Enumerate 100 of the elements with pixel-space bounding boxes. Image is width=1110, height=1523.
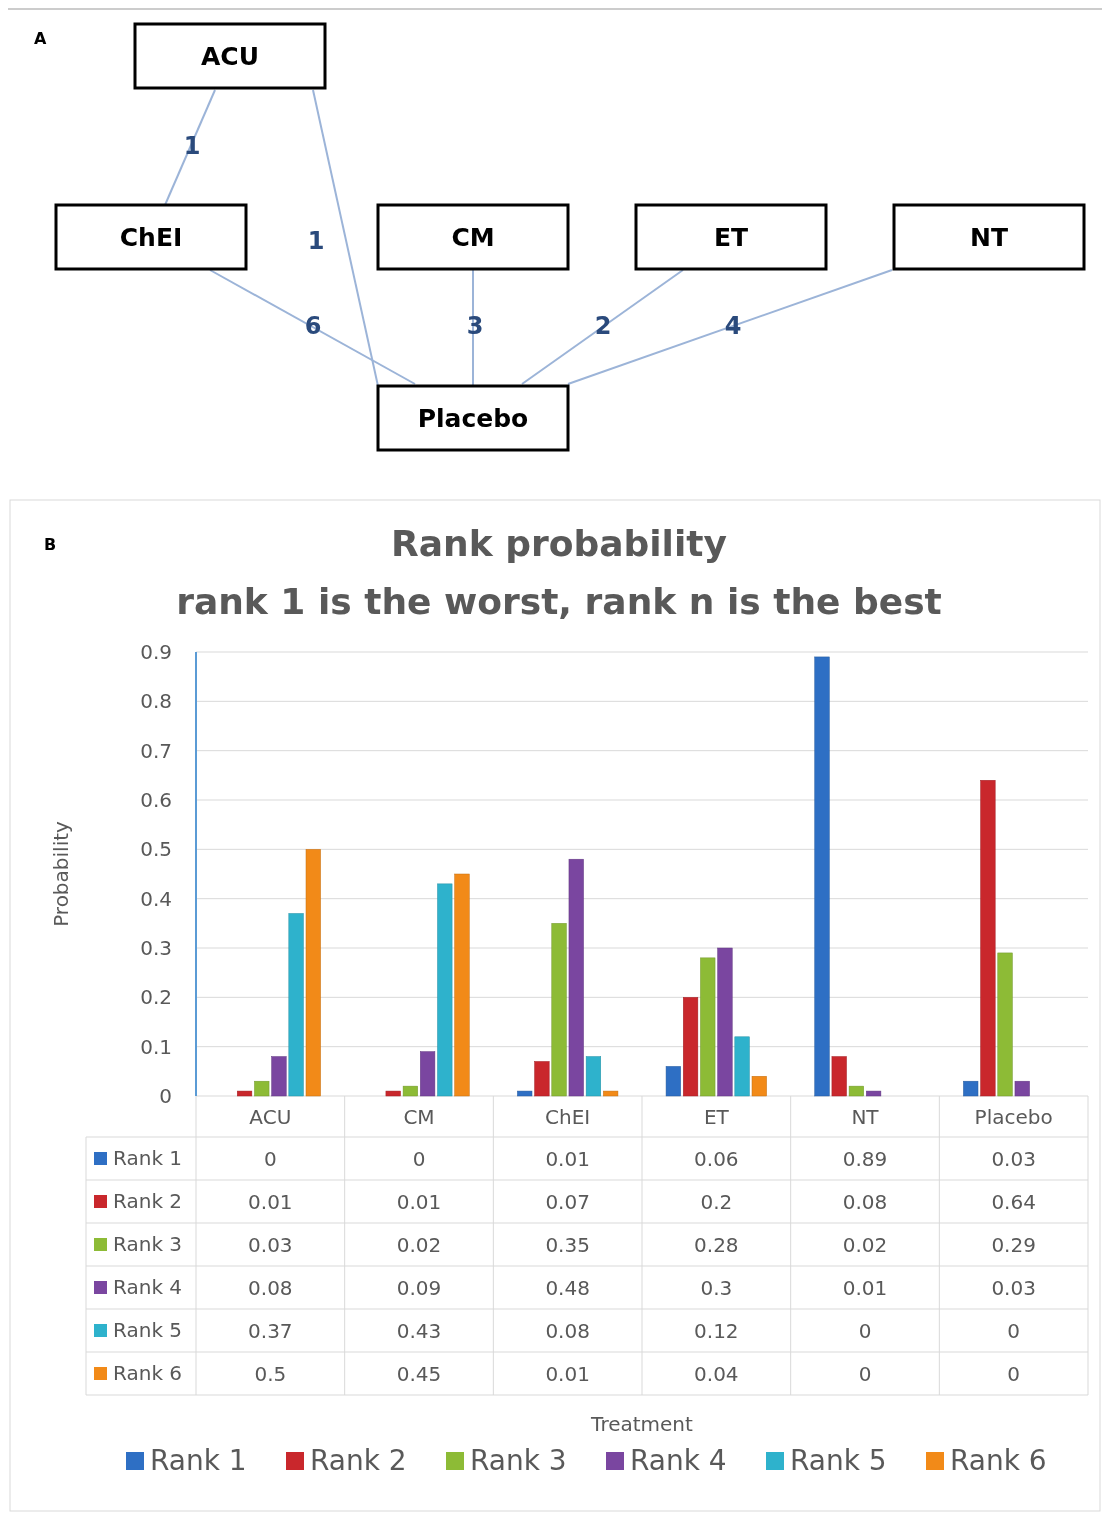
bar	[997, 952, 1013, 1097]
legend-label: Rank 1	[113, 1146, 183, 1170]
bar	[980, 780, 996, 1097]
data-label: 0.02	[396, 1233, 442, 1257]
data-label: 0	[1007, 1362, 1021, 1386]
text: Rank 1	[150, 1444, 247, 1477]
x-tick-label: ET	[703, 1105, 730, 1129]
data-label: 0.12	[694, 1319, 739, 1343]
text: Rank 3	[470, 1444, 567, 1477]
text: 1	[307, 227, 325, 255]
bar	[551, 923, 567, 1097]
category-label: NT	[970, 223, 1008, 252]
data-label: 0	[263, 1147, 277, 1171]
category-label: ChEI	[119, 223, 183, 252]
data-label: 0.37	[248, 1319, 293, 1343]
y-tick-label: 0.9	[140, 640, 172, 664]
bar	[237, 1090, 253, 1097]
bar	[568, 858, 584, 1097]
data-label: 0.45	[396, 1362, 442, 1386]
x-axis-title: Treatment	[590, 1412, 694, 1436]
x-tick-label: Placebo	[974, 1105, 1053, 1129]
x-tick-label: ChEI	[545, 1105, 591, 1129]
data-label: 0.43	[396, 1319, 442, 1343]
category-label: ET	[713, 223, 749, 252]
text: 4	[724, 312, 742, 340]
category-label: Placebo	[417, 404, 529, 433]
text: 2	[594, 312, 612, 340]
bar	[385, 1090, 401, 1097]
bar	[700, 957, 716, 1097]
x-tick-label: NT	[851, 1105, 880, 1129]
bar	[665, 1066, 681, 1097]
data-label: 0.06	[694, 1147, 739, 1171]
bar	[517, 1090, 533, 1097]
data-label: 0.29	[991, 1233, 1036, 1257]
bar	[751, 1076, 767, 1097]
y-tick-label: 0.1	[140, 1034, 172, 1059]
bar	[534, 1061, 550, 1097]
legend-label: Rank 3	[113, 1232, 183, 1256]
data-label: 0.01	[248, 1190, 293, 1214]
category-label: ACU	[201, 42, 259, 71]
data-label: 0.08	[842, 1190, 888, 1214]
data-label: 0.08	[545, 1319, 590, 1343]
bar	[1014, 1080, 1030, 1097]
bar	[814, 656, 830, 1097]
text: B	[44, 535, 57, 554]
data-label: 0.01	[545, 1147, 590, 1171]
text: Rank 6	[950, 1444, 1047, 1477]
data-label: 0.2	[700, 1190, 733, 1214]
text: Rank 2	[310, 1444, 407, 1477]
text: 6	[304, 312, 322, 340]
y-tick-label: 0.7	[140, 738, 172, 763]
bar	[585, 1056, 601, 1097]
bar	[963, 1080, 979, 1097]
data-label: 0.35	[545, 1233, 590, 1257]
bar	[683, 997, 699, 1097]
y-tick-label: 0.5	[140, 837, 172, 862]
bar	[402, 1085, 418, 1097]
data-label: 0.03	[991, 1147, 1036, 1171]
legend-label: Rank 5	[113, 1318, 183, 1342]
data-label: 0.02	[842, 1233, 888, 1257]
text: Rank 4	[630, 1444, 727, 1477]
x-tick-label: ACU	[249, 1105, 292, 1129]
bar	[454, 873, 470, 1097]
data-label: 0	[412, 1147, 426, 1171]
bar	[271, 1056, 287, 1097]
category-label: CM	[451, 223, 495, 252]
bar	[305, 849, 321, 1097]
data-label: 0.64	[991, 1190, 1036, 1214]
data-label: 0.08	[248, 1276, 293, 1300]
data-label: 0.09	[396, 1276, 442, 1300]
data-label: 0.28	[694, 1233, 739, 1257]
y-tick-label: 0.3	[140, 936, 172, 960]
bar	[254, 1080, 270, 1097]
text: Rank 5	[790, 1444, 887, 1477]
bar	[831, 1056, 847, 1097]
bar	[848, 1085, 864, 1097]
bar	[288, 913, 304, 1097]
legend-label: Rank 4	[113, 1275, 183, 1299]
y-tick-label: 0.8	[140, 689, 172, 714]
data-label: 0.01	[396, 1190, 442, 1214]
data-label: 0.48	[545, 1276, 590, 1300]
data-label: 0.5	[254, 1362, 287, 1386]
data-label: 0.01	[842, 1276, 888, 1300]
legend-label: Rank 2	[113, 1189, 183, 1213]
y-tick-label: 0.6	[140, 788, 172, 812]
bar	[603, 1090, 619, 1097]
data-label: 0	[858, 1319, 872, 1343]
y-tick-label: 0	[159, 1084, 172, 1108]
bar	[420, 1051, 436, 1097]
x-tick-label: CM	[403, 1105, 435, 1129]
data-label: 0.3	[700, 1276, 733, 1300]
data-label: 0.03	[248, 1233, 293, 1257]
data-label: 0	[1007, 1319, 1021, 1343]
bar	[734, 1036, 750, 1097]
y-tick-label: 0.2	[140, 985, 172, 1010]
text: A	[34, 29, 47, 48]
data-label: 0.03	[991, 1276, 1036, 1300]
data-label: 0.01	[545, 1362, 590, 1386]
text: 3	[466, 312, 484, 340]
data-label: 0.04	[694, 1362, 739, 1386]
